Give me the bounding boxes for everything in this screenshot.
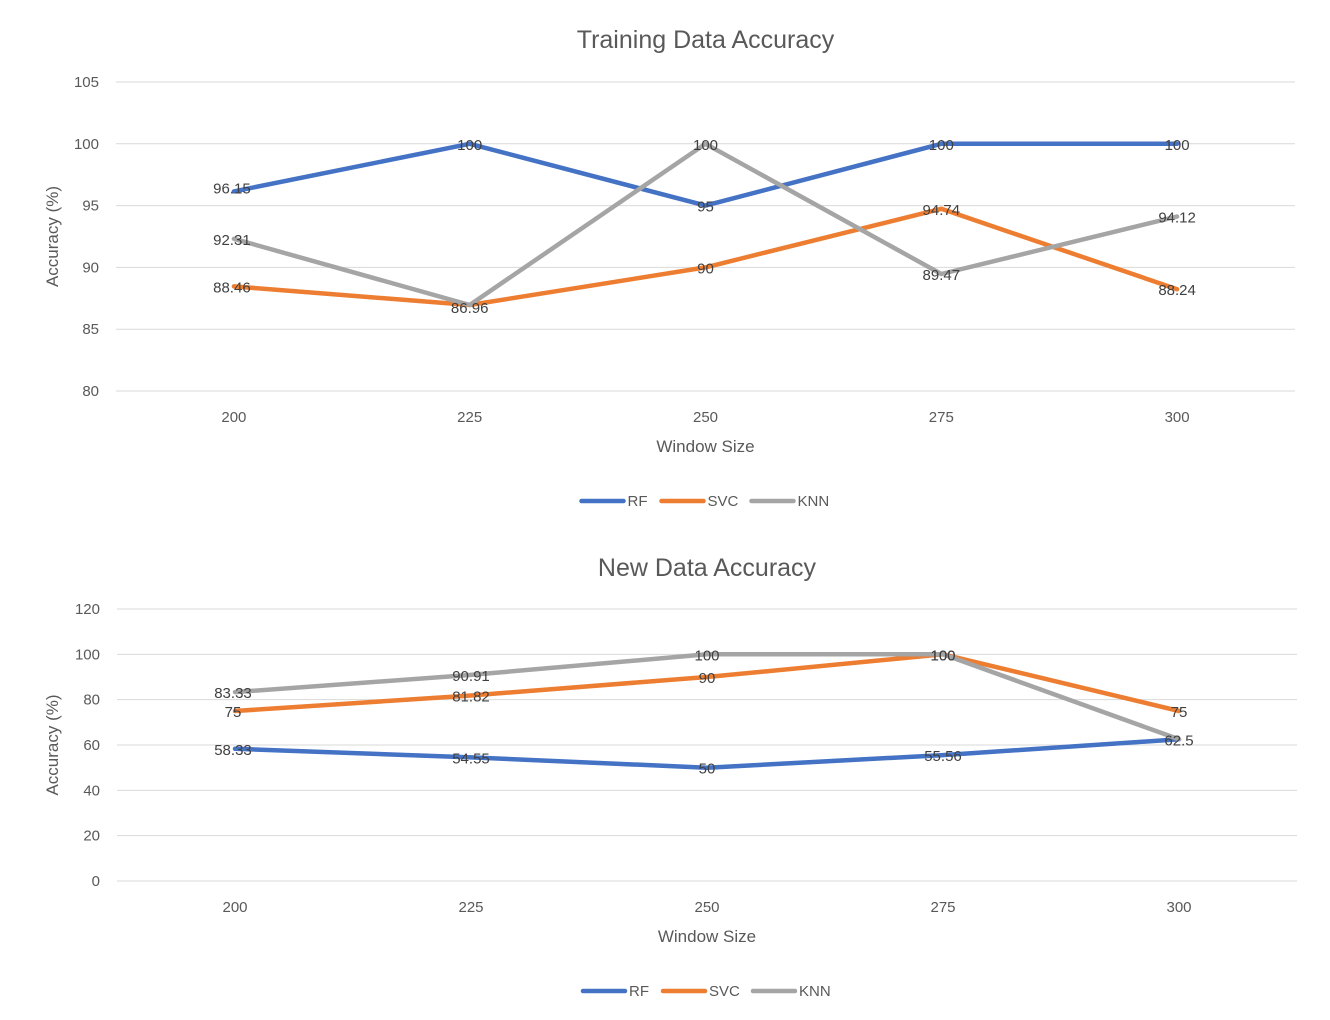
x-axis-title: Window Size: [656, 437, 754, 456]
series-line-rf: [232, 737, 1182, 770]
chart-svg: Training Data Accuracy 80 85 90 95 100 105 200 2…: [43, 26, 1295, 510]
data-label-rf: 100: [929, 137, 954, 154]
y-axis-title: Accuracy (%): [43, 186, 62, 287]
legend-label-knn: KNN: [799, 983, 831, 1000]
x-tick-label: 225: [458, 899, 483, 916]
y-tick-label: 85: [82, 321, 99, 338]
series-line-knn: [232, 652, 1182, 742]
chart-title: New Data Accuracy: [598, 554, 817, 582]
y-axis-title: Accuracy (%): [43, 694, 62, 795]
x-tick-label: 200: [221, 409, 246, 426]
y-tick-label: 40: [83, 782, 100, 799]
series-line-knn: [231, 141, 1180, 308]
data-label-rf: 95: [697, 199, 714, 216]
y-tick-label: 95: [82, 198, 99, 215]
training-accuracy-chart: Training Data Accuracy 80 85 90 95 100 105 200 2…: [43, 26, 1295, 510]
data-label-svc: 81.82: [452, 689, 490, 706]
y-tick-label: 0: [92, 873, 100, 890]
x-axis-title: Window Size: [658, 927, 756, 946]
x-tick-label: 300: [1166, 899, 1191, 916]
y-tick-label: 120: [75, 601, 100, 618]
data-label-rf: 100: [457, 137, 482, 154]
data-label-rf: 58.33: [214, 742, 252, 759]
data-label-knn: 92.31: [213, 232, 251, 249]
x-tick-label: 225: [457, 409, 482, 426]
x-tick-label: 250: [693, 409, 718, 426]
data-label-svc: 75: [225, 704, 242, 721]
data-label-svc: 94.74: [923, 202, 961, 219]
data-label-svc: 90: [697, 260, 714, 277]
x-tick-label: 275: [930, 899, 955, 916]
data-label-knn: 100: [693, 137, 718, 154]
legend-label-svc: SVC: [709, 983, 740, 1000]
series-line-rf: [231, 141, 1180, 208]
data-label-svc: 88.24: [1158, 282, 1196, 299]
data-label-knn: 94.12: [1158, 209, 1196, 226]
y-tick-label: 20: [83, 828, 100, 845]
legend-label-rf: RF: [629, 983, 649, 1000]
y-tick-label: 90: [82, 259, 99, 276]
legend-label-rf: RF: [628, 493, 648, 510]
data-label-rf: 55.56: [924, 748, 962, 765]
x-tick-label: 250: [694, 899, 719, 916]
data-label-knn: 89.47: [923, 267, 961, 284]
data-label-knn: 100: [930, 647, 955, 664]
data-label-knn: 90.91: [452, 668, 490, 685]
series-line-svc: [231, 206, 1180, 308]
data-label-knn: 83.33: [214, 685, 252, 702]
new-data-accuracy-chart: New Data Accuracy 0 20 40 60 80 100 120 200 225 25…: [0, 510, 1330, 1020]
data-label-rf: 54.55: [452, 750, 490, 767]
y-tick-label: 80: [83, 692, 100, 709]
data-label-rf: 96.15: [213, 180, 251, 197]
y-tick-label: 80: [82, 383, 99, 400]
data-label-knn: 100: [694, 647, 719, 664]
legend-label-svc: SVC: [708, 493, 739, 510]
y-tick-label: 60: [83, 737, 100, 754]
data-label-rf: 100: [1165, 137, 1190, 154]
x-tick-label: 200: [222, 899, 247, 916]
chart-svg: New Data Accuracy 0 20 40 60 80 100 120 200 225 25…: [43, 554, 1297, 1000]
y-tick-label: 100: [75, 646, 100, 663]
data-label-svc: 90: [699, 670, 716, 687]
y-tick-label: 105: [74, 74, 99, 91]
x-tick-label: 275: [929, 409, 954, 426]
data-label-svc: 100: [930, 647, 955, 664]
data-label-rf: 50: [699, 761, 716, 778]
legend-label-knn: KNN: [798, 493, 830, 510]
x-tick-label: 300: [1165, 409, 1190, 426]
data-label-rf: 62.5: [1164, 732, 1193, 749]
data-label-svc: 86.96: [451, 300, 489, 317]
data-label-svc: 75: [1171, 704, 1188, 721]
chart-title: Training Data Accuracy: [577, 26, 835, 54]
series-line-svc: [232, 652, 1182, 714]
data-label-svc: 88.46: [213, 279, 251, 296]
y-tick-label: 100: [74, 136, 99, 153]
